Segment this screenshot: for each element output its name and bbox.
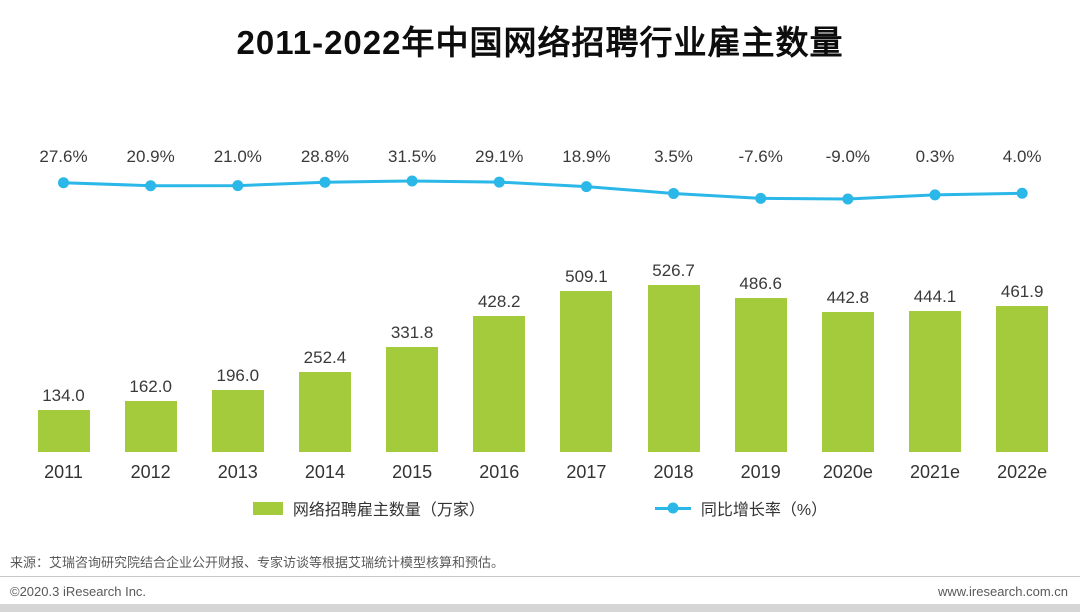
bar-2017 bbox=[560, 290, 613, 452]
bar-value-label: 196.0 bbox=[216, 365, 260, 385]
trend-point bbox=[668, 187, 680, 199]
bar-2013 bbox=[211, 389, 264, 452]
growth-rate-label: 20.9% bbox=[126, 147, 175, 166]
growth-rate-label: -7.6% bbox=[738, 147, 783, 166]
growth-rate-label: 21.0% bbox=[213, 147, 262, 166]
bar-2019 bbox=[734, 297, 787, 452]
trend-point bbox=[842, 193, 854, 205]
bar-value-label: 526.7 bbox=[652, 261, 695, 281]
trend-point bbox=[755, 192, 767, 204]
growth-rate-label: 0.3% bbox=[915, 147, 955, 166]
bar-value-label: 134.0 bbox=[42, 385, 85, 405]
bar-2015 bbox=[386, 346, 439, 452]
trend-point bbox=[580, 181, 592, 193]
trend-point bbox=[929, 189, 941, 201]
bar-legend-label: 网络招聘雇主数量（万家） bbox=[292, 502, 485, 519]
bar-2021e bbox=[909, 311, 961, 452]
line-legend-label: 同比增长率（%） bbox=[700, 502, 828, 519]
x-axis-label-2021e: 2021e bbox=[909, 462, 961, 482]
bar-legend-swatch bbox=[252, 501, 283, 515]
trend-point bbox=[1016, 187, 1028, 199]
copyright-text: ©2020.3 iResearch Inc. bbox=[10, 584, 147, 599]
bar-2020e bbox=[821, 311, 874, 452]
x-axis-label-2016: 2016 bbox=[479, 462, 520, 482]
trend-point bbox=[145, 180, 157, 192]
growth-rate-label: 27.6% bbox=[39, 147, 88, 166]
bar-value-label: 461.9 bbox=[1000, 281, 1044, 301]
line-legend-swatch bbox=[654, 502, 691, 514]
bar-value-label: 162.0 bbox=[129, 376, 172, 396]
trend-point bbox=[232, 180, 244, 192]
x-axis-label-2011: 2011 bbox=[44, 462, 83, 482]
bar-value-label: 428.2 bbox=[477, 292, 521, 312]
line-legend-dot bbox=[667, 502, 679, 514]
website-url: www.iresearch.com.cn bbox=[937, 584, 1068, 599]
footer-divider bbox=[0, 576, 1080, 577]
legend: 网络招聘雇主数量（万家） 同比增长率（%） bbox=[0, 496, 1080, 520]
bar-2018 bbox=[647, 285, 700, 452]
bar-2012 bbox=[124, 400, 177, 452]
bar-value-label: 331.8 bbox=[390, 322, 434, 342]
growth-rate-label: -9.0% bbox=[825, 147, 871, 166]
x-axis-label-2020e: 2020e bbox=[822, 462, 873, 482]
trend-point bbox=[319, 176, 331, 188]
bar-2016 bbox=[473, 316, 526, 452]
legend-item-line: 同比增长率（%） bbox=[654, 496, 828, 520]
chart-title: 2011-2022年中国网络招聘行业雇主数量 bbox=[236, 24, 844, 61]
growth-rate-label: 28.8% bbox=[300, 147, 350, 166]
x-axis-label-2012: 2012 bbox=[130, 462, 171, 482]
x-axis-label-2018: 2018 bbox=[653, 462, 694, 482]
bar-value-label: 509.1 bbox=[565, 266, 608, 286]
bar-2022e bbox=[996, 305, 1049, 452]
growth-rate-label: 4.0% bbox=[1002, 147, 1042, 166]
x-axis-label-2019: 2019 bbox=[740, 462, 781, 482]
bar-2011 bbox=[37, 409, 90, 452]
bar-value-label: 486.6 bbox=[739, 273, 782, 293]
growth-rate-label: 31.5% bbox=[387, 147, 437, 166]
bar-value-label: 252.4 bbox=[303, 347, 347, 367]
x-axis-label-2022e: 2022e bbox=[997, 462, 1048, 482]
bar-value-label: 444.1 bbox=[913, 287, 957, 307]
bottom-gray-strip bbox=[0, 604, 1080, 612]
source-note: 来源：艾瑞咨询研究院结合企业公开财报、专家访谈等根据艾瑞统计模型核算和预估。 bbox=[10, 555, 505, 570]
bar-2014 bbox=[298, 371, 351, 452]
trend-point bbox=[493, 176, 505, 188]
growth-rate-label: 18.9% bbox=[562, 147, 611, 166]
trend-point bbox=[58, 177, 69, 189]
x-axis-label-2014: 2014 bbox=[304, 462, 345, 482]
x-axis-label-2017: 2017 bbox=[566, 462, 607, 482]
growth-rate-label: 3.5% bbox=[654, 147, 693, 166]
x-axis-label-2015: 2015 bbox=[392, 462, 433, 482]
x-axis-label-2013: 2013 bbox=[217, 462, 258, 482]
bar-value-label: 442.8 bbox=[826, 287, 870, 307]
trend-point bbox=[406, 175, 418, 187]
growth-rate-label: 29.1% bbox=[475, 147, 524, 166]
legend-item-bar: 网络招聘雇主数量（万家） bbox=[252, 496, 485, 520]
